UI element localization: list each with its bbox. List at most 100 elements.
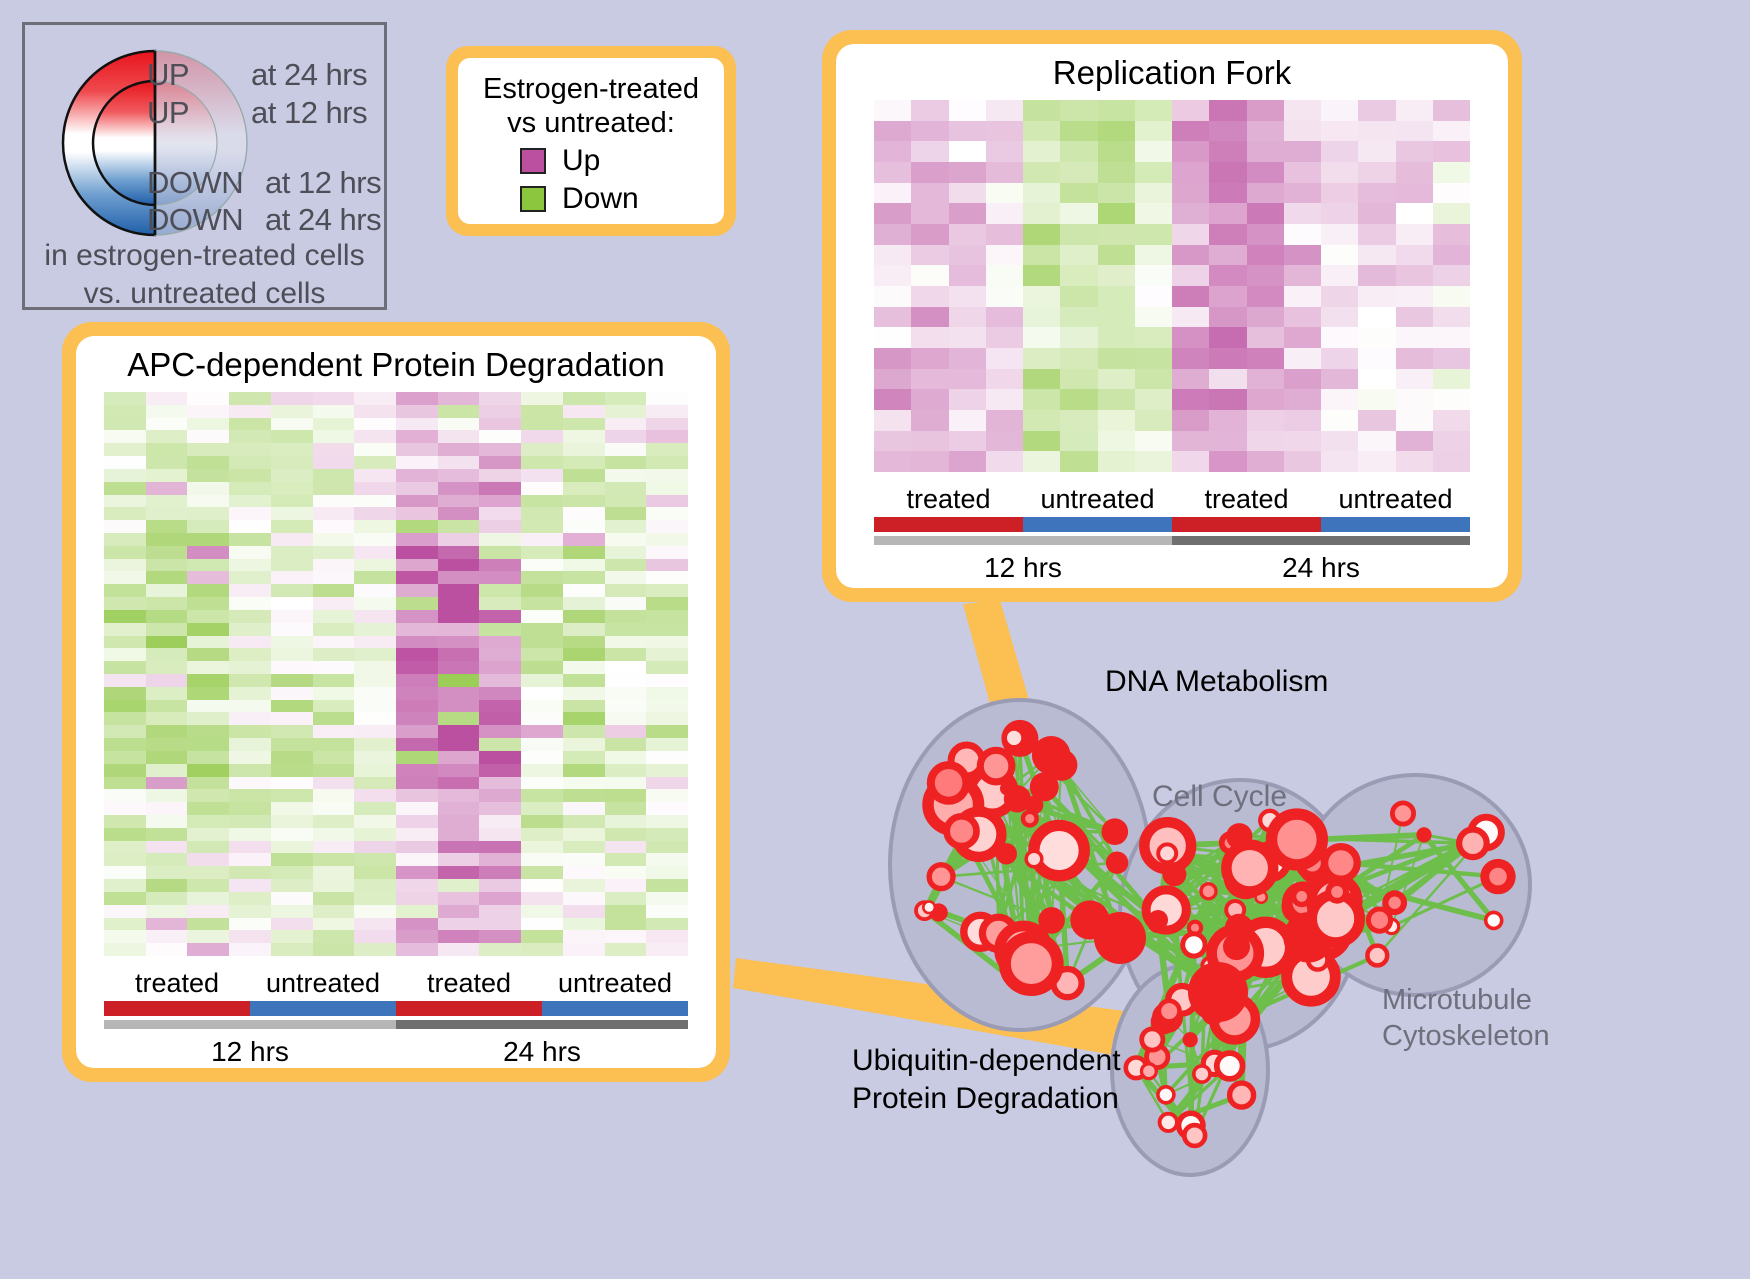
heatmap-cell [1097,285,1135,307]
network-node[interactable] [1139,1062,1158,1081]
heatmap-cell [104,661,146,674]
network-node[interactable] [1156,1084,1176,1105]
heatmap-cell [104,904,146,918]
heatmap-cell [948,306,986,328]
network-node[interactable] [1156,998,1182,1024]
heatmap-cell [1321,451,1359,472]
network-node[interactable] [998,931,1064,996]
network-hub-node[interactable] [1148,910,1168,930]
heatmap-cell [521,891,563,905]
network-node[interactable] [1365,943,1390,968]
heatmap-cell [521,712,563,726]
network-node[interactable] [1365,906,1394,934]
network-node[interactable] [1038,907,1065,934]
heatmap-cell [270,853,313,867]
network-node-core [1296,891,1308,902]
heatmap-cell [948,368,986,390]
network-node[interactable] [1191,1064,1212,1084]
heatmap-cell [646,763,688,777]
network-node[interactable] [1162,862,1187,887]
heatmap-cell [145,622,188,636]
network-node[interactable] [1156,842,1179,865]
heatmap-cell [396,789,438,803]
heatmap-cell [229,776,271,790]
heatmap-cell [187,404,230,418]
heatmap-cell [1209,100,1247,121]
network-node[interactable] [976,746,1016,786]
network-node[interactable] [1456,826,1490,861]
heatmap-apc-degradation [104,392,688,956]
heatmap-cell [396,725,438,739]
network-hub-node[interactable] [1188,962,1248,1022]
network-node[interactable] [1416,827,1432,843]
heatmap-cell [874,409,912,431]
heatmap-cell [874,161,912,183]
heatmap-cell [562,712,605,726]
network-node[interactable] [1029,772,1059,802]
heatmap-cell [312,404,355,418]
heatmap-cell [1246,120,1284,142]
cluster-label-ubiquitin: Ubiquitin-dependent Protein Degradation [852,1042,1121,1118]
heatmap-cell [1134,265,1172,286]
network-node[interactable] [1181,1122,1208,1149]
heatmap-cell [646,558,688,572]
network-node[interactable] [1105,851,1129,874]
heatmap-cell [437,750,480,764]
network-node[interactable] [943,812,980,850]
heatmap-cell [229,879,271,892]
heatmap-cell [521,763,563,777]
heatmap-cell [874,389,912,410]
heatmap-cell [1134,327,1172,348]
network-node[interactable] [1024,849,1044,869]
wheel-up-12-label: UP [147,95,190,130]
network-node[interactable] [1157,1111,1179,1134]
network-hub-node[interactable] [1094,912,1146,964]
network-node[interactable] [926,761,971,805]
cluster-label-microtubule-line1: Microtubule [1382,984,1532,1016]
network-node[interactable] [1224,913,1253,942]
heatmap-cell [911,347,949,369]
network-node[interactable] [1390,800,1417,827]
heatmap-cell [1321,161,1359,183]
network-node[interactable] [1002,726,1026,750]
heatmap-cell [562,456,605,469]
network-node[interactable] [1320,842,1361,883]
network-node[interactable] [1199,882,1218,901]
heatmap-cell [911,120,949,142]
network-node[interactable] [1180,931,1208,959]
heatmap-cell [1321,223,1359,245]
heatmap-cell [1358,265,1396,286]
heatmap-cell [354,943,396,956]
heatmap-cell [1395,203,1433,224]
network-node[interactable] [1483,910,1504,931]
pathway-network [888,698,1532,1177]
heatmap-cell [1060,389,1098,410]
heatmap-cell [1097,409,1135,431]
network-node[interactable] [1213,1050,1246,1082]
network-node[interactable] [1003,785,1031,813]
network-node[interactable] [1028,819,1090,882]
network-node[interactable] [1139,1026,1166,1053]
heatmap-cell [521,661,563,674]
network-node[interactable] [1265,808,1328,871]
heatmap-cell [437,571,480,585]
network-node[interactable] [1101,818,1129,845]
heatmap-cell [1358,120,1396,142]
heatmap-cell [562,622,605,636]
heatmap-cell [437,609,480,623]
network-node[interactable] [1226,1080,1257,1110]
network-node[interactable] [922,900,937,915]
network-node[interactable] [1182,1032,1198,1048]
heatmap-cell [911,430,949,452]
heatmap-cell [985,100,1023,121]
network-node[interactable] [1045,749,1078,781]
heatmap-cell [521,738,563,751]
heatmap-cell [479,917,522,931]
heatmap-cell [1060,223,1098,245]
heatmap-cell [354,622,396,636]
heatmap-cell [1060,368,1098,390]
heatmap-cell [396,904,438,918]
network-node[interactable] [926,862,956,892]
network-node[interactable] [1221,839,1279,897]
heatmap-cell [1358,285,1396,307]
